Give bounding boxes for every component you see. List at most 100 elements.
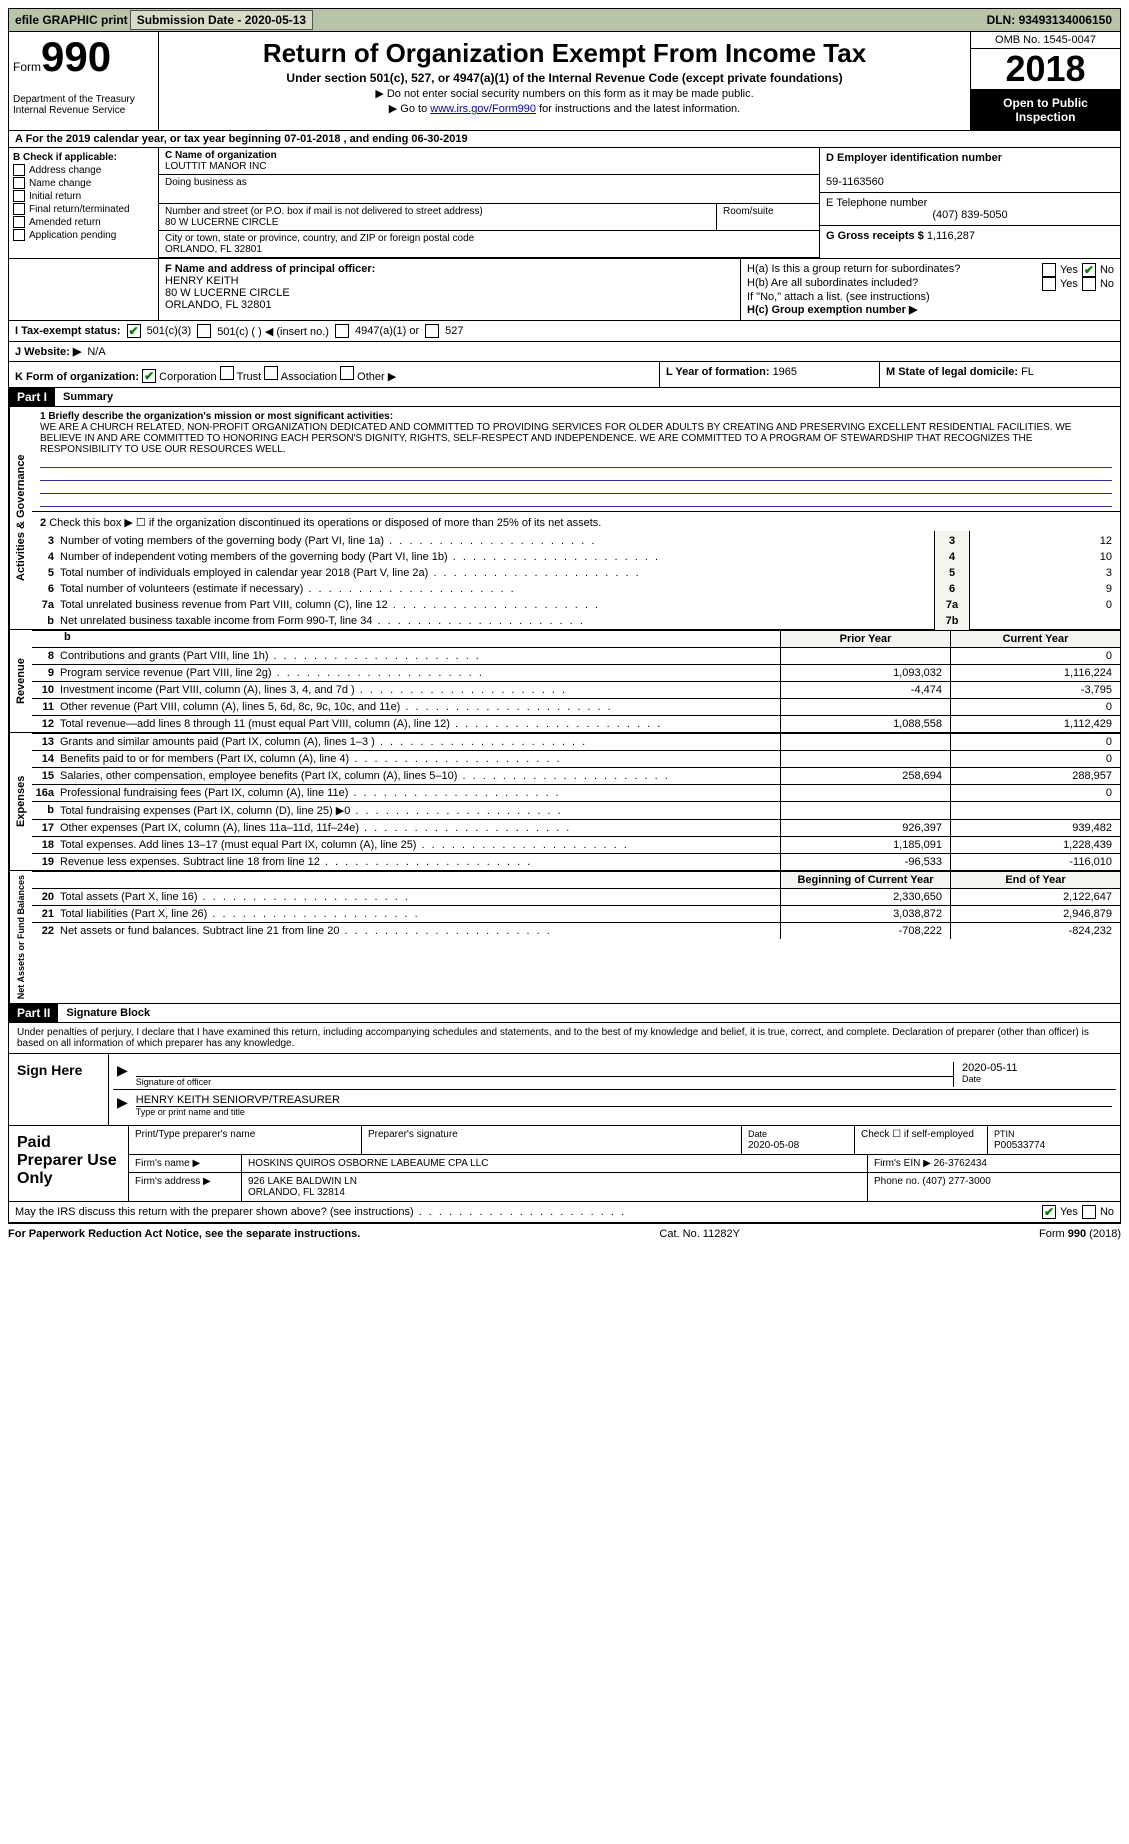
dept-label: Department of the Treasury Internal Reve…	[13, 94, 154, 116]
box-c: C Name of organization LOUTTIT MANOR INC…	[159, 148, 820, 258]
amended-return-checkbox[interactable]: Amended return	[13, 216, 154, 228]
form-number-block: Form990 Department of the Treasury Inter…	[9, 32, 159, 130]
box-deg: D Employer identification number 59-1163…	[820, 148, 1120, 258]
financial-row: 20Total assets (Part X, line 16)2,330,65…	[32, 888, 1120, 905]
row-klm: K Form of organization: ✔ Corporation Tr…	[8, 362, 1121, 388]
financial-row: 17Other expenses (Part IX, column (A), l…	[32, 819, 1120, 836]
netassets-section: Net Assets or Fund Balances Beginning of…	[8, 871, 1121, 1004]
perjury-declaration: Under penalties of perjury, I declare th…	[9, 1023, 1120, 1053]
form-title-block: Return of Organization Exempt From Incom…	[159, 32, 970, 130]
financial-row: 19Revenue less expenses. Subtract line 1…	[32, 853, 1120, 870]
netassets-header-row: Beginning of Current Year End of Year	[32, 871, 1120, 888]
mission-block: 1 Briefly describe the organization's mi…	[32, 407, 1120, 512]
address-change-checkbox[interactable]: Address change	[13, 164, 154, 176]
expenses-section: Expenses 13Grants and similar amounts pa…	[8, 733, 1121, 871]
line-2: 2 Check this box ▶ ☐ if the organization…	[32, 512, 1120, 533]
website-value: N/A	[87, 346, 105, 358]
netassets-side-label: Net Assets or Fund Balances	[9, 871, 32, 1003]
financial-row: 8Contributions and grants (Part VIII, li…	[32, 647, 1120, 664]
efile-label: efile GRAPHIC print	[15, 13, 128, 27]
application-pending-checkbox[interactable]: Application pending	[13, 229, 154, 241]
governance-row: bNet unrelated business taxable income f…	[32, 613, 1120, 629]
527-checkbox[interactable]	[425, 324, 439, 338]
firm-name: HOSKINS QUIROS OSBORNE LABEAUME CPA LLC	[242, 1155, 868, 1172]
revenue-side-label: Revenue	[9, 630, 32, 732]
financial-row: 11Other revenue (Part VIII, column (A), …	[32, 698, 1120, 715]
phone-value: (407) 839-5050	[826, 209, 1114, 221]
row-i: I Tax-exempt status: ✔501(c)(3) 501(c) (…	[8, 321, 1121, 342]
self-employed-check[interactable]: Check ☐ if self-employed	[855, 1126, 988, 1154]
part-1-header: Part I Summary	[8, 388, 1121, 407]
submission-date-button[interactable]: Submission Date - 2020-05-13	[130, 10, 313, 30]
financial-row: 10Investment income (Part VIII, column (…	[32, 681, 1120, 698]
form-note-2: ▶ Go to www.irs.gov/Form990 for instruct…	[167, 102, 962, 115]
trust-checkbox[interactable]	[220, 366, 234, 380]
financial-row: 15Salaries, other compensation, employee…	[32, 767, 1120, 784]
name-change-checkbox[interactable]: Name change	[13, 177, 154, 189]
signature-block: Under penalties of perjury, I declare th…	[8, 1023, 1121, 1223]
4947-checkbox[interactable]	[335, 324, 349, 338]
dln-label: DLN: 93493134006150	[987, 13, 1112, 27]
revenue-header-row: b Prior Year Current Year	[32, 630, 1120, 647]
box-h: H(a) Is this a group return for subordin…	[740, 259, 1120, 320]
form-header: Form990 Department of the Treasury Inter…	[8, 32, 1121, 131]
501c-checkbox[interactable]	[197, 324, 211, 338]
501c3-checkbox[interactable]: ✔	[127, 324, 141, 338]
arrow-icon: ▶	[117, 1062, 128, 1087]
financial-row: 16aProfessional fundraising fees (Part I…	[32, 784, 1120, 801]
page-footer: For Paperwork Reduction Act Notice, see …	[8, 1223, 1121, 1244]
omb-number: OMB No. 1545-0047	[971, 32, 1120, 49]
ptin-value: P00533774	[994, 1140, 1045, 1151]
part-2-header: Part II Signature Block	[8, 1004, 1121, 1023]
preparer-label: Paid Preparer Use Only	[9, 1126, 129, 1201]
expenses-side-label: Expenses	[9, 733, 32, 870]
row-j: J Website: ▶ N/A	[8, 342, 1121, 362]
financial-row: 12Total revenue—add lines 8 through 11 (…	[32, 715, 1120, 732]
identity-grid: B Check if applicable: Address change Na…	[8, 148, 1121, 258]
revenue-section: Revenue b Prior Year Current Year 8Contr…	[8, 630, 1121, 733]
financial-row: bTotal fundraising expenses (Part IX, co…	[32, 801, 1120, 819]
sign-here-label: Sign Here	[9, 1054, 109, 1125]
governance-side-label: Activities & Governance	[9, 407, 32, 629]
form-note-1: ▶ Do not enter social security numbers o…	[167, 87, 962, 100]
form-title: Return of Organization Exempt From Incom…	[167, 38, 962, 69]
officer-name: HENRY KEITH	[165, 275, 239, 287]
form-meta-block: OMB No. 1545-0047 2018 Open to Public In…	[970, 32, 1120, 130]
initial-return-checkbox[interactable]: Initial return	[13, 190, 154, 202]
association-checkbox[interactable]	[264, 366, 278, 380]
discuss-row: May the IRS discuss this return with the…	[9, 1201, 1120, 1222]
org-name: LOUTTIT MANOR INC	[165, 161, 266, 172]
financial-row: 18Total expenses. Add lines 13–17 (must …	[32, 836, 1120, 853]
org-street: 80 W LUCERNE CIRCLE	[165, 217, 278, 228]
discuss-no-checkbox[interactable]	[1082, 1205, 1096, 1219]
officer-name-title: HENRY KEITH SENIORVP/TREASURER	[136, 1094, 1112, 1107]
financial-row: 22Net assets or fund balances. Subtract …	[32, 922, 1120, 939]
preparer-date: 2020-05-08	[748, 1140, 799, 1151]
irs-link[interactable]: www.irs.gov/Form990	[430, 103, 536, 115]
governance-section: Activities & Governance 1 Briefly descri…	[8, 407, 1121, 630]
firm-phone: (407) 277-3000	[922, 1176, 990, 1187]
form-subtitle: Under section 501(c), 527, or 4947(a)(1)…	[167, 71, 962, 85]
box-f: F Name and address of principal officer:…	[159, 259, 740, 320]
corporation-checkbox[interactable]: ✔	[142, 369, 156, 383]
hb-yes-no[interactable]: Yes No	[1042, 277, 1114, 291]
arrow-icon: ▶	[117, 1094, 128, 1117]
officer-group-grid: F Name and address of principal officer:…	[8, 258, 1121, 321]
discuss-yes-checkbox[interactable]: ✔	[1042, 1205, 1056, 1219]
form-ref: Form 990 (2018)	[1039, 1228, 1121, 1240]
firm-ein: 26-3762434	[934, 1158, 987, 1169]
sig-date: 2020-05-11	[962, 1062, 1112, 1074]
inspection-label: Open to Public Inspection	[971, 90, 1120, 130]
tax-year: 2018	[971, 49, 1120, 90]
financial-row: 14Benefits paid to or for members (Part …	[32, 750, 1120, 767]
efile-top-bar: efile GRAPHIC print Submission Date - 20…	[8, 8, 1121, 32]
period-row: A For the 2019 calendar year, or tax yea…	[8, 131, 1121, 148]
financial-row: 13Grants and similar amounts paid (Part …	[32, 733, 1120, 750]
financial-row: 9Program service revenue (Part VIII, lin…	[32, 664, 1120, 681]
mission-text: WE ARE A CHURCH RELATED, NON-PROFIT ORGA…	[40, 422, 1112, 455]
ha-yes-no[interactable]: Yes ✔No	[1042, 263, 1114, 277]
financial-row: 21Total liabilities (Part X, line 26)3,0…	[32, 905, 1120, 922]
preparer-block: Paid Preparer Use Only Print/Type prepar…	[9, 1125, 1120, 1201]
other-checkbox[interactable]	[340, 366, 354, 380]
final-return-checkbox[interactable]: Final return/terminated	[13, 203, 154, 215]
